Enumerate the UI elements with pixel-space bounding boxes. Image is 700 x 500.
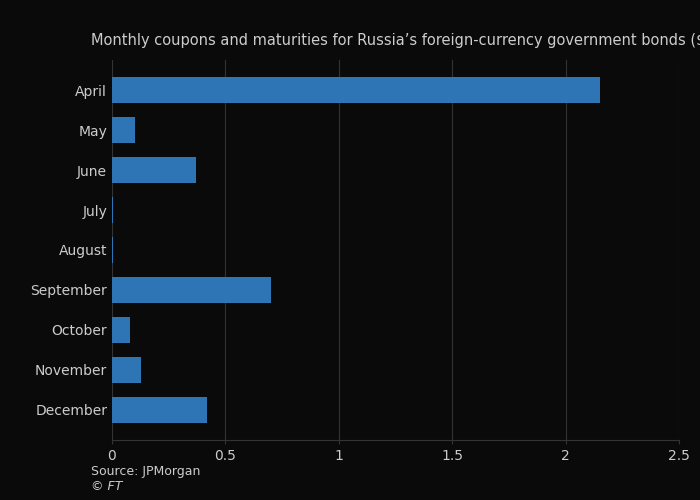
Bar — [112, 397, 207, 422]
Bar — [112, 317, 130, 343]
Bar — [112, 237, 113, 263]
Bar — [112, 357, 141, 383]
Text: Source: JPMorgan: Source: JPMorgan — [91, 464, 200, 477]
Bar — [112, 78, 600, 103]
Text: © FT: © FT — [91, 480, 122, 492]
Text: Monthly coupons and maturities for Russia’s foreign-currency government bonds ($: Monthly coupons and maturities for Russi… — [91, 32, 700, 48]
Bar — [112, 157, 196, 183]
Bar — [112, 117, 134, 143]
Bar — [112, 197, 113, 223]
Bar — [112, 277, 271, 303]
